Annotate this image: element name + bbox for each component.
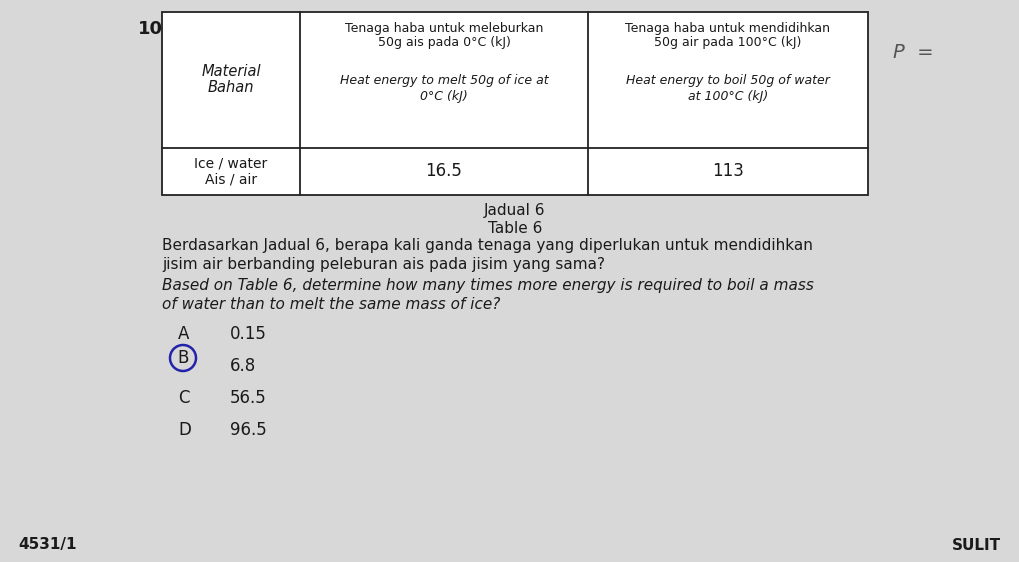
Text: A: A: [178, 325, 190, 343]
Text: 6.8: 6.8: [230, 357, 256, 375]
Text: Material: Material: [201, 65, 261, 79]
Text: jisim air berbanding peleburan ais pada jisim yang sama?: jisim air berbanding peleburan ais pada …: [162, 257, 605, 272]
Text: Heat energy to boil 50g of water: Heat energy to boil 50g of water: [626, 74, 829, 87]
Text: 4531/1: 4531/1: [18, 537, 76, 552]
Text: at 100°C (kJ): at 100°C (kJ): [688, 90, 768, 103]
Text: Tenaga haba untuk mendidihkan: Tenaga haba untuk mendidihkan: [626, 22, 830, 35]
Text: 96.5: 96.5: [230, 421, 267, 439]
Text: of water than to melt the same mass of ice?: of water than to melt the same mass of i…: [162, 297, 500, 312]
Text: 50g ais pada 0°C (kJ): 50g ais pada 0°C (kJ): [378, 36, 511, 49]
Text: 50g air pada 100°C (kJ): 50g air pada 100°C (kJ): [654, 36, 802, 49]
Text: 16.5: 16.5: [426, 162, 463, 180]
Text: 0.15: 0.15: [230, 325, 267, 343]
Text: Table 6: Table 6: [488, 221, 542, 236]
Text: 113: 113: [712, 162, 744, 180]
Text: SULIT: SULIT: [952, 537, 1001, 552]
Text: B: B: [177, 349, 189, 367]
Text: Berdasarkan Jadual 6, berapa kali ganda tenaga yang diperlukan untuk mendidihkan: Berdasarkan Jadual 6, berapa kali ganda …: [162, 238, 813, 253]
Text: Bahan: Bahan: [208, 80, 255, 96]
Text: C: C: [178, 389, 190, 407]
Text: Ais / air: Ais / air: [205, 173, 257, 187]
Text: Ice / water: Ice / water: [195, 156, 268, 170]
Text: Tenaga haba untuk meleburkan: Tenaga haba untuk meleburkan: [344, 22, 543, 35]
Bar: [162, 12, 868, 195]
Text: 0°C (kJ): 0°C (kJ): [420, 90, 468, 103]
Text: P  =: P =: [893, 43, 933, 61]
Text: 56.5: 56.5: [230, 389, 267, 407]
Text: Jadual 6: Jadual 6: [484, 203, 546, 218]
Text: Heat energy to melt 50g of ice at: Heat energy to melt 50g of ice at: [339, 74, 548, 87]
Text: 10: 10: [138, 20, 163, 38]
Text: Based on Table 6, determine how many times more energy is required to boil a mas: Based on Table 6, determine how many tim…: [162, 278, 814, 293]
Text: D: D: [178, 421, 191, 439]
